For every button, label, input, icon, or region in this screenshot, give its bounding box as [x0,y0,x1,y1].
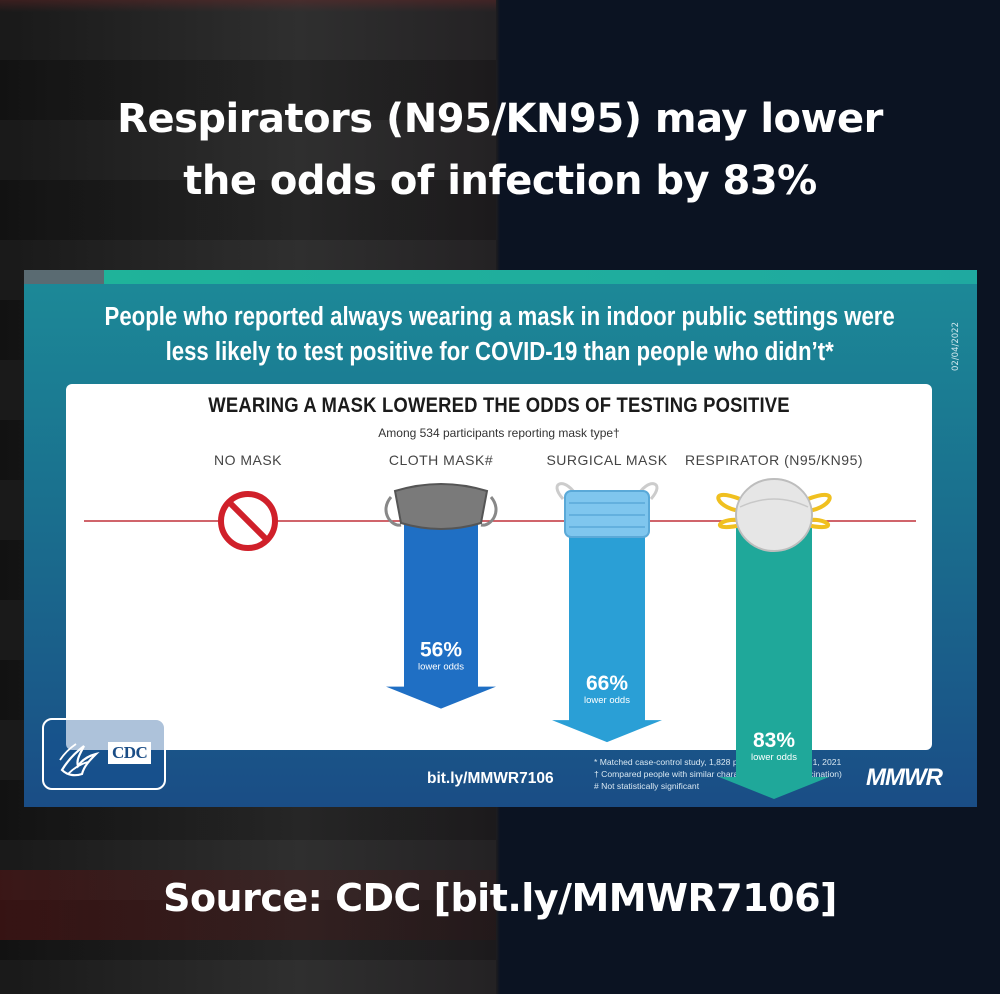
category-label: CLOTH MASK# [389,452,493,468]
footnote-1: * Matched case-control study, 1,828 peop… [594,757,842,767]
hhs-eagle-icon [59,743,100,777]
category-label: RESPIRATOR (N95/KN95) [685,452,863,468]
value-sublabel: lower odds [418,662,464,673]
card-header-line-2: less likely to test positive for COVID-1… [165,338,834,366]
category-label: NO MASK [214,452,282,468]
value-label: 56% [420,639,462,662]
headline-line-2: the odds of infection by 83% [183,158,817,204]
card-header-line-1: People who reported always wearing a mas… [104,303,895,331]
card-top-bar [24,270,977,284]
value-label: 66% [586,672,628,695]
footnotes: * Matched case-control study, 1,828 peop… [594,756,874,792]
footnote-2: † Compared people with similar character… [594,769,842,779]
chart-title: WEARING A MASK LOWERED THE ODDS OF TESTI… [208,394,790,417]
cdc-logo: CDC [42,718,166,790]
surgical-mask-icon [555,482,659,538]
mmwr-logo: MMWR [866,764,943,791]
background-red-band [0,870,496,940]
value-sublabel: lower odds [584,695,630,706]
headline: Respirators (N95/KN95) may lower the odd… [0,88,1000,212]
value-arrow [552,511,662,743]
source-link[interactable]: bit.ly/MMWR7106 [427,770,554,787]
value-label: 83% [753,729,795,752]
footnote-3: # Not statistically significant [594,781,700,791]
cdc-logo-text: CDC [108,742,152,764]
category-label: SURGICAL MASK [546,452,667,468]
headline-line-1: Respirators (N95/KN95) may lower [117,96,883,142]
mask-odds-chart: NO MASK CLOTH MASK#56%lower oddsSURGICAL … [84,452,916,800]
respirator-icon [716,478,832,552]
cloth-mask-icon [384,483,498,530]
value-arrow [386,511,496,709]
value-arrow [719,511,829,800]
infographic-card: People who reported always wearing a mas… [24,270,977,807]
value-sublabel: lower odds [751,752,797,763]
card-header: People who reported always wearing a mas… [85,300,914,370]
no-symbol-icon [218,491,278,551]
source-caption: Source: CDC [bit.ly/MMWR7106] [163,876,837,920]
chart-subtitle: Among 534 participants reporting mask ty… [378,426,620,440]
